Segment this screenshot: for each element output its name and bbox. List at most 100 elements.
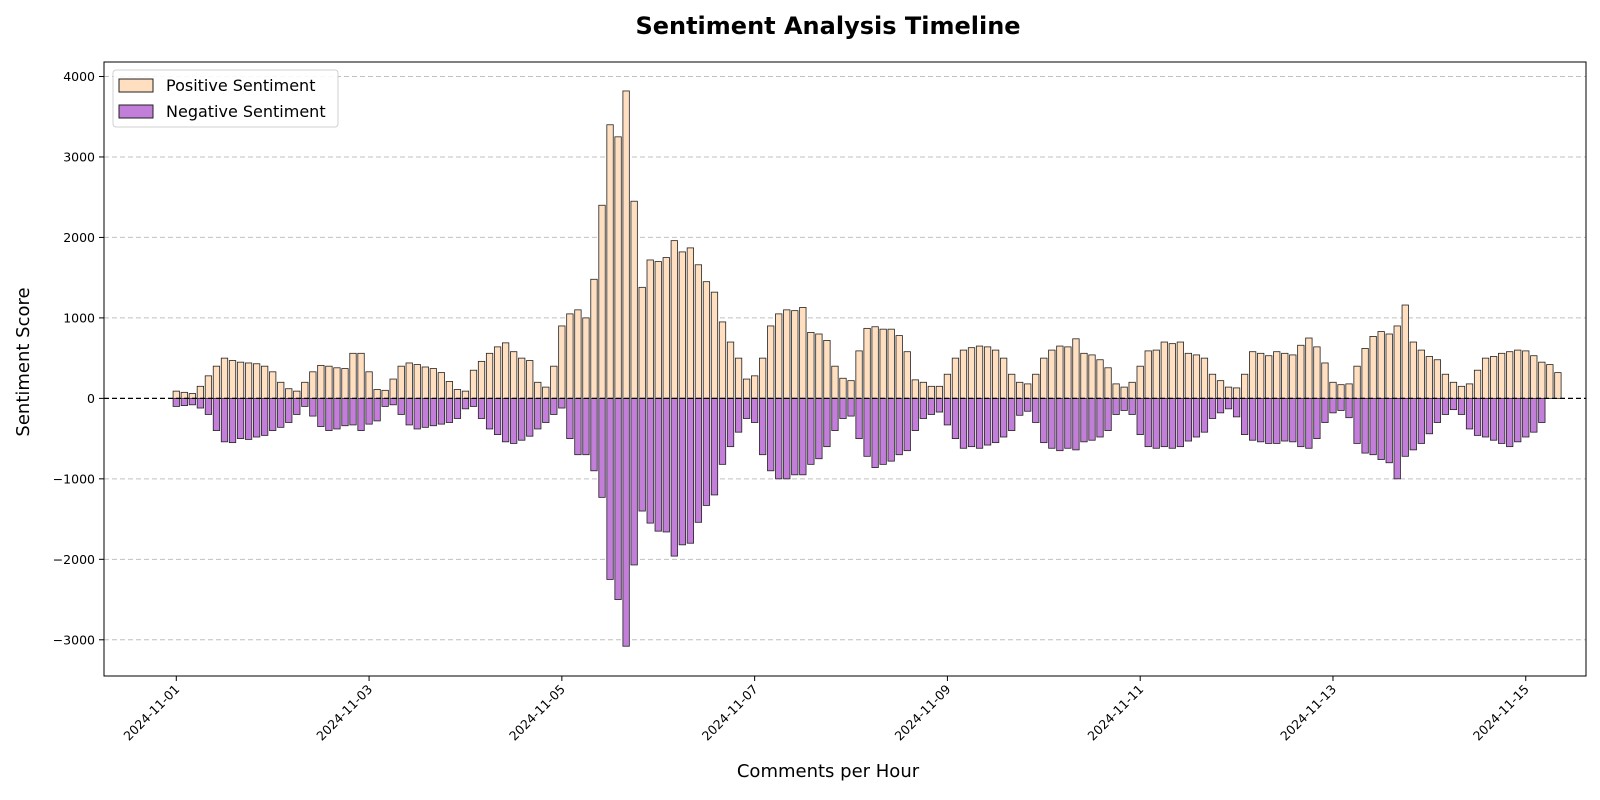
positive-sentiment-bar [469, 369, 478, 399]
positive-sentiment-bar [373, 389, 381, 399]
positive-sentiment-bar [903, 351, 911, 399]
negative-sentiment-bar [1385, 397, 1393, 464]
positive-sentiment-bar [678, 251, 686, 399]
positive-sentiment-bar [783, 309, 791, 399]
positive-sentiment-bar [598, 204, 606, 399]
negative-sentiment-bar [734, 397, 743, 433]
negative-sentiment-bar [710, 397, 719, 496]
positive-sentiment-bar [919, 381, 927, 399]
positive-sentiment-bar [823, 340, 831, 399]
positive-sentiment-bar [1136, 365, 1144, 399]
negative-sentiment-bar [718, 397, 727, 465]
negative-sentiment-bar [943, 397, 952, 426]
positive-sentiment-bar [220, 357, 229, 399]
positive-sentiment-bar [236, 361, 245, 399]
y-tick-label: 4000 [63, 69, 95, 84]
negative-sentiment-bar [1481, 397, 1490, 438]
negative-sentiment-bar [1345, 397, 1353, 419]
negative-sentiment-bar [1136, 397, 1144, 435]
positive-sentiment-bar [646, 259, 654, 399]
negative-sentiment-bar [293, 397, 301, 415]
positive-sentiment-bar [1481, 357, 1490, 399]
positive-sentiment-bar [935, 385, 943, 399]
negative-sentiment-bar [526, 397, 534, 437]
negative-sentiment-bar [542, 397, 550, 423]
positive-sentiment-bar [1128, 381, 1136, 399]
positive-sentiment-bar [1321, 362, 1329, 399]
negative-sentiment-bar [1024, 397, 1032, 412]
positive-sentiment-bar [429, 368, 437, 399]
positive-sentiment-bar [959, 349, 968, 399]
negative-sentiment-bar [309, 397, 317, 417]
negative-sentiment-bar [1216, 397, 1225, 414]
negative-sentiment-bar [1498, 397, 1506, 444]
positive-sentiment-bar [1353, 365, 1361, 399]
positive-sentiment-bar [1329, 381, 1337, 399]
y-tick-label: 0 [87, 391, 95, 406]
negative-sentiment-bar [775, 397, 783, 480]
negative-sentiment-bar [791, 397, 799, 476]
positive-sentiment-bar [606, 124, 614, 399]
negative-sentiment-bar [381, 397, 389, 407]
positive-sentiment-bar [1032, 373, 1040, 399]
negative-sentiment-bar [983, 397, 992, 446]
positive-sentiment-bar [1506, 351, 1514, 399]
positive-sentiment-bar [1313, 346, 1321, 399]
negative-sentiment-bar [1449, 397, 1458, 411]
negative-sentiment-bar [887, 397, 895, 462]
positive-sentiment-bar [1040, 357, 1048, 399]
negative-sentiment-bar [839, 397, 847, 419]
negative-sentiment-bar [1361, 397, 1369, 454]
negative-sentiment-bar [1040, 397, 1048, 444]
positive-sentiment-bar [341, 368, 349, 399]
positive-sentiment-bar [1000, 357, 1008, 399]
positive-sentiment-bar [638, 286, 646, 399]
positive-sentiment-bar [1192, 354, 1201, 399]
negative-sentiment-bar [1473, 397, 1482, 436]
positive-sentiment-bar [734, 357, 743, 399]
positive-sentiment-bar [799, 307, 807, 399]
negative-sentiment-bar [301, 397, 309, 407]
negative-sentiment-bar [397, 397, 405, 415]
grid-lines [104, 75, 1586, 641]
positive-sentiment-bar [1393, 325, 1401, 399]
positive-sentiment-bar [1120, 386, 1128, 399]
negative-sentiment-bar [196, 397, 205, 409]
negative-sentiment-bar [269, 397, 277, 431]
negative-sentiment-bar [759, 397, 767, 456]
positive-sentiment-bar [1056, 345, 1064, 399]
negative-sentiment-bar [566, 397, 574, 440]
positive-sentiment-bar [485, 352, 494, 399]
positive-sentiment-bar [204, 375, 213, 399]
positive-sentiment-bar [831, 365, 839, 399]
negative-sentiment-bar [662, 397, 670, 533]
positive-sentiment-bar [1369, 336, 1377, 399]
positive-sentiment-bar [1168, 343, 1176, 399]
negative-sentiment-bar [325, 397, 333, 431]
negative-sentiment-bar [357, 397, 365, 431]
positive-sentiment-bar [534, 381, 542, 399]
positive-sentiment-bar [775, 313, 783, 399]
negative-sentiment-bar [783, 397, 791, 480]
negative-sentiment-bar [1538, 397, 1546, 423]
negative-sentiment-bar [1506, 397, 1514, 448]
negative-sentiment-bar [1522, 397, 1530, 438]
positive-sentiment-bar [285, 388, 293, 399]
negative-sentiment-bar [919, 397, 927, 419]
positive-sentiment-bar [654, 261, 662, 399]
negative-sentiment-bar [1056, 397, 1064, 452]
positive-sentiment-bar [510, 351, 518, 399]
negative-sentiment-bar [863, 397, 871, 457]
negative-sentiment-bar [1168, 397, 1176, 449]
negative-sentiment-bar [1200, 397, 1209, 433]
positive-sentiment-bar [325, 365, 333, 399]
positive-sentiment-bar [558, 325, 566, 399]
positive-sentiment-bar [244, 362, 253, 399]
negative-sentiment-bar [469, 397, 478, 407]
positive-sentiment-bar [349, 352, 357, 399]
positive-sentiment-bar [1257, 352, 1265, 399]
negative-sentiment-bar [445, 397, 454, 423]
negative-sentiment-bar [333, 397, 341, 430]
negative-sentiment-bar [606, 397, 614, 580]
